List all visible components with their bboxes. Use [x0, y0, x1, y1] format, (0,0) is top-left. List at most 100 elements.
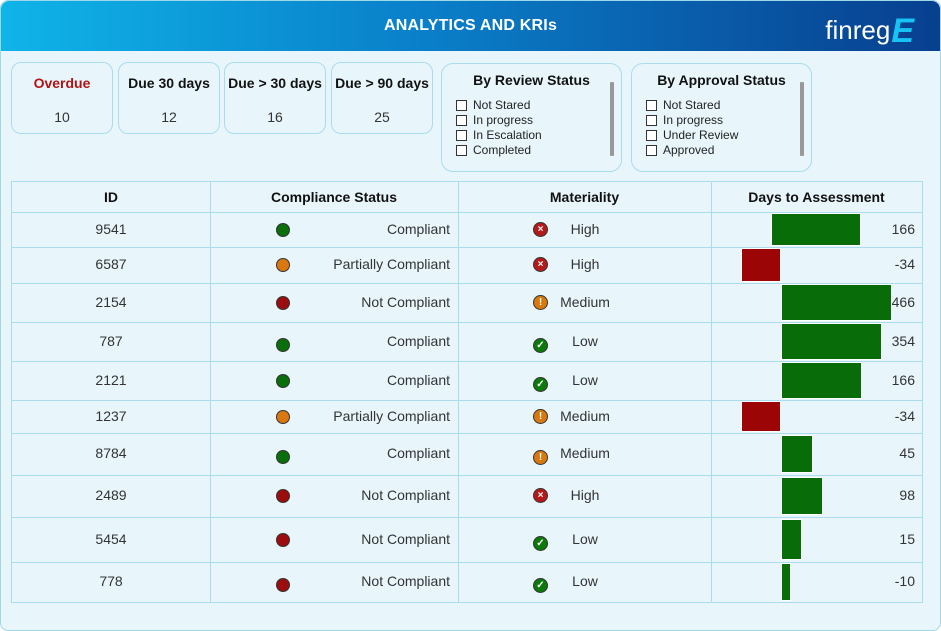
days-bar	[781, 284, 892, 321]
filter-option[interactable]: In progress	[646, 113, 738, 128]
checkbox[interactable]	[456, 145, 467, 156]
compliance-status-dot	[276, 578, 290, 592]
cell-id: 2154	[95, 293, 127, 310]
logo-mark: E	[891, 12, 914, 50]
cell-materiality: Medium	[560, 407, 610, 424]
checkbox[interactable]	[646, 145, 657, 156]
cell-id: 2121	[95, 371, 127, 388]
compliance-status-dot	[276, 337, 290, 352]
option-label: In Escalation	[473, 128, 542, 142]
checkbox[interactable]	[646, 130, 657, 141]
filter-title: By Approval Status	[657, 72, 786, 88]
cell-id: 1237	[95, 407, 127, 424]
filter-title: By Review Status	[473, 72, 590, 88]
cell-days: 15	[899, 530, 915, 547]
kpi-card-due-over-30-days[interactable]: Due > 30 days 16	[224, 62, 326, 134]
compliance-status-dot	[276, 258, 290, 272]
days-bar	[781, 362, 862, 399]
row-divider	[12, 361, 922, 362]
kpi-card-due-30-days[interactable]: Due 30 days 12	[118, 62, 220, 134]
header-compliance-status[interactable]: Compliance Status	[270, 189, 398, 205]
cell-days: 166	[891, 371, 915, 388]
cell-compliance-status: Not Compliant	[361, 487, 450, 503]
cell-compliance-status: Compliant	[386, 445, 450, 461]
column-divider	[458, 182, 459, 602]
column-divider	[711, 182, 712, 602]
cell-compliance-status: Not Compliant	[361, 530, 450, 547]
days-bar	[771, 213, 861, 246]
x-circle-icon: ×	[533, 488, 548, 503]
compliance-status-dot	[276, 409, 290, 424]
cell-materiality: Medium	[560, 293, 610, 310]
page-title: ANALYTICS AND KRIs	[383, 17, 558, 34]
filter-option[interactable]: Completed	[456, 143, 542, 158]
cell-compliance-status: Not Compliant	[361, 293, 450, 310]
header-materiality[interactable]: Materiality	[549, 189, 620, 205]
option-label: Completed	[473, 143, 532, 157]
compliance-status-dot	[276, 489, 290, 503]
option-label: In progress	[473, 113, 534, 127]
cell-compliance-status: Compliant	[386, 371, 450, 388]
cell-materiality: Low	[572, 371, 598, 388]
kpi-label: Due > 30 days	[228, 75, 322, 91]
cell-id: 5454	[95, 530, 127, 547]
header-id[interactable]: ID	[104, 189, 118, 205]
filter-option[interactable]: Approved	[646, 143, 738, 158]
filter-option[interactable]: In Escalation	[456, 128, 542, 143]
cell-days: -34	[894, 407, 915, 424]
kpi-card-due-over-90-days[interactable]: Due > 90 days 25	[331, 62, 433, 134]
checkbox[interactable]	[456, 115, 467, 126]
option-label: Not Stared	[663, 98, 721, 112]
days-bar	[781, 563, 791, 601]
filter-option[interactable]: Under Review	[646, 128, 738, 143]
cell-days: 466	[891, 293, 915, 310]
filter-option[interactable]: Not Stared	[646, 98, 738, 113]
compliance-status-dot	[276, 450, 290, 464]
header-bar: ANALYTICS AND KRIs finregE	[1, 1, 940, 51]
cell-compliance-status: Compliant	[386, 332, 450, 349]
checkbox[interactable]	[646, 100, 657, 111]
review-status-filter: By Review Status Not Stared In progress …	[441, 63, 622, 172]
x-circle-icon: ×	[533, 221, 548, 237]
checkbox[interactable]	[646, 115, 657, 126]
days-bar	[781, 477, 823, 515]
compliance-status-dot	[276, 222, 290, 237]
option-label: Under Review	[663, 128, 739, 142]
finreg-logo: finregE	[825, 9, 914, 50]
filter-option[interactable]: Not Stared	[456, 98, 542, 113]
checkbox[interactable]	[456, 100, 467, 111]
cell-id: 9541	[95, 220, 127, 237]
cell-id: 778	[99, 573, 123, 589]
cell-materiality: High	[570, 487, 600, 503]
cell-days: 166	[891, 220, 915, 237]
days-bar	[781, 435, 813, 473]
row-divider	[12, 283, 922, 284]
option-label: Approved	[663, 143, 715, 157]
header-days-to-assessment[interactable]: Days to Assessment	[748, 189, 885, 205]
row-divider	[12, 400, 922, 401]
filter-scrollbar[interactable]	[800, 82, 804, 156]
filter-scrollbar[interactable]	[610, 82, 614, 156]
cell-materiality: Medium	[560, 445, 610, 461]
cell-materiality: Low	[572, 530, 598, 547]
cell-materiality: Low	[572, 573, 598, 589]
cell-days: 98	[899, 487, 915, 503]
cell-days: 354	[891, 332, 915, 349]
kpi-value: 12	[161, 109, 177, 125]
filter-option[interactable]: In progress	[456, 113, 542, 128]
kpi-label: Overdue	[33, 75, 91, 91]
cell-id: 6587	[95, 256, 127, 272]
checkbox[interactable]	[456, 130, 467, 141]
check-circle-icon: ✓	[533, 535, 548, 551]
exclamation-circle-icon: !	[533, 450, 548, 465]
check-circle-icon: ✓	[533, 578, 548, 593]
exclamation-circle-icon: !	[533, 408, 548, 424]
compliance-status-dot	[276, 295, 290, 310]
cell-days: -34	[894, 256, 915, 272]
days-bar	[781, 519, 802, 560]
compliance-status-dot	[276, 373, 290, 388]
kpi-value: 16	[267, 109, 283, 125]
cell-compliance-status: Compliant	[386, 220, 450, 237]
kpi-card-overdue[interactable]: Overdue 10	[11, 62, 113, 134]
kpi-label: Due 30 days	[128, 75, 210, 91]
